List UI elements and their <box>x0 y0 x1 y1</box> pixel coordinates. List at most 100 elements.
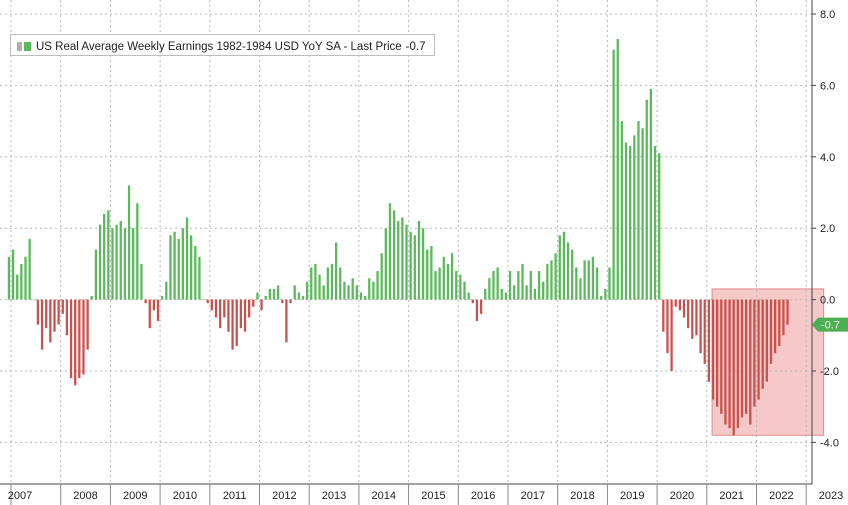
bar <box>579 278 582 300</box>
bar <box>455 271 458 300</box>
x-tick-label: 2022 <box>769 490 793 502</box>
bar <box>322 285 325 300</box>
bar <box>107 210 110 300</box>
bar <box>90 296 93 300</box>
bar <box>289 299 292 304</box>
bar <box>591 256 595 300</box>
bar <box>757 299 760 400</box>
bar <box>210 299 214 311</box>
bar <box>384 228 387 300</box>
bar <box>583 260 586 300</box>
x-tick-label: 2021 <box>719 490 743 502</box>
bar <box>281 299 284 304</box>
bar <box>380 253 383 300</box>
bar <box>492 271 495 300</box>
bar <box>276 285 280 300</box>
bar <box>119 221 122 300</box>
bar <box>434 271 437 300</box>
bar <box>740 299 744 418</box>
bar <box>264 296 267 300</box>
bar <box>74 299 77 386</box>
bar <box>181 228 185 300</box>
bar <box>600 296 603 300</box>
bar <box>69 299 73 379</box>
bar <box>194 246 197 300</box>
bar <box>716 299 719 407</box>
bar <box>268 288 271 300</box>
bar <box>765 299 768 382</box>
bar <box>49 299 52 343</box>
last-price-badge <box>812 317 848 332</box>
bar <box>401 217 404 300</box>
bar <box>687 299 690 329</box>
x-tick-label: 2009 <box>123 490 147 502</box>
bar <box>430 246 433 300</box>
bar <box>256 292 259 300</box>
bar <box>144 299 147 304</box>
bar <box>243 299 247 332</box>
bar <box>409 231 412 300</box>
bar <box>773 299 777 354</box>
bar <box>749 299 752 425</box>
bar <box>169 235 172 300</box>
bar <box>173 231 176 300</box>
bar <box>450 253 454 300</box>
bar <box>537 271 541 300</box>
bar <box>334 242 338 300</box>
bar <box>778 299 781 347</box>
bar <box>467 292 470 300</box>
bar <box>305 281 309 300</box>
bar <box>7 256 11 300</box>
bar <box>496 267 499 300</box>
bar <box>479 299 483 314</box>
bar <box>223 299 226 318</box>
bar <box>355 285 358 300</box>
bar <box>446 263 450 300</box>
bar <box>376 271 379 300</box>
y-tick-label: 6.0 <box>820 80 835 92</box>
bar <box>504 292 508 300</box>
bar <box>724 299 727 425</box>
bar <box>488 278 491 300</box>
bar <box>111 228 114 300</box>
bar <box>703 299 706 364</box>
bar <box>728 299 731 429</box>
bar <box>339 267 342 300</box>
bar <box>521 263 524 300</box>
bar <box>782 299 785 336</box>
bar <box>678 299 682 311</box>
bar <box>127 185 131 300</box>
bar <box>78 299 81 379</box>
y-tick-label: 0.0 <box>820 295 835 307</box>
x-tick-label: 2019 <box>620 490 644 502</box>
bar <box>86 299 89 350</box>
bar <box>459 274 462 300</box>
bar <box>227 299 230 332</box>
bar <box>529 271 532 300</box>
bar <box>761 299 764 389</box>
bar <box>620 121 624 300</box>
bar <box>239 299 243 329</box>
bar-layer <box>7 38 789 436</box>
bar <box>314 263 317 300</box>
x-tick-label: 2012 <box>272 490 296 502</box>
bar <box>11 249 15 300</box>
x-tick-label: 2020 <box>670 490 694 502</box>
x-tick-label: 2010 <box>173 490 197 502</box>
bar <box>566 242 570 300</box>
bar <box>745 299 748 414</box>
bar <box>40 299 44 350</box>
bar <box>612 49 615 300</box>
bar <box>115 224 118 300</box>
bar <box>148 299 151 329</box>
bar <box>65 299 69 336</box>
x-tick-label: 2016 <box>471 490 495 502</box>
bar <box>177 238 180 300</box>
bar <box>508 271 512 300</box>
bar <box>595 267 599 300</box>
bar <box>666 299 669 354</box>
legend-series-swatch <box>24 42 31 51</box>
bar <box>94 249 98 300</box>
bar <box>587 260 590 300</box>
